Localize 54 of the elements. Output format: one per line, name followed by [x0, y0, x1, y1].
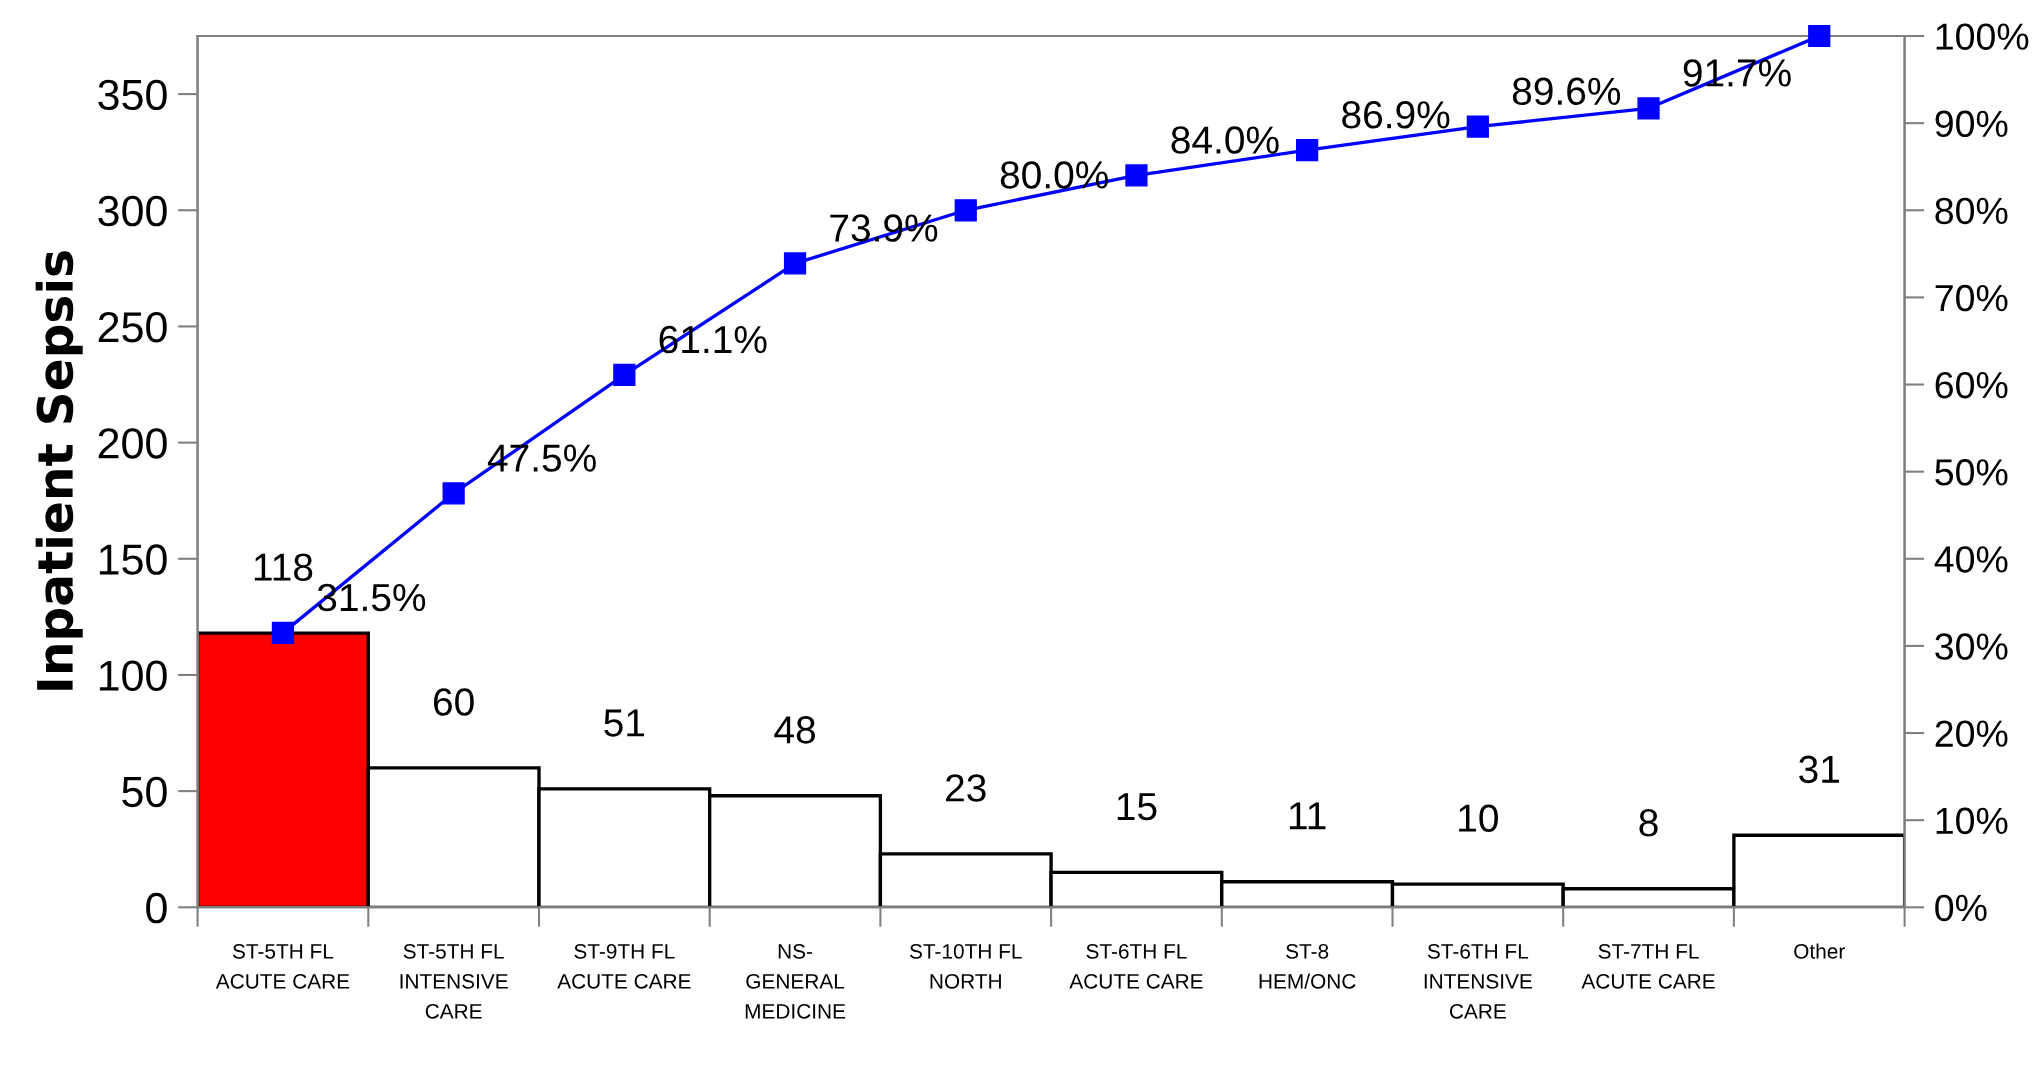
y2-tick-label: 60% [1935, 371, 2008, 399]
data-label: 118 [254, 553, 313, 581]
y-tick-label: 0 [146, 892, 167, 924]
data-label: 51 [604, 709, 645, 737]
x-tick-label: Other [1794, 943, 1845, 959]
y2-tick-label: 80% [1935, 197, 2008, 225]
y-tick-label: 350 [98, 79, 167, 111]
data-label: 31 [1799, 755, 1839, 784]
point [613, 363, 636, 387]
y-tick-label: 150 [99, 544, 167, 575]
y-tick-label: 300 [98, 195, 167, 227]
y2-tick-label: 100% [1936, 23, 2029, 50]
point [1466, 115, 1489, 138]
y2-tick-label: 40% [1934, 546, 2008, 573]
data-label: 10 [1459, 804, 1498, 832]
data-label: 80.0% [1000, 161, 1108, 189]
data-label: 60 [433, 688, 474, 716]
point [783, 252, 807, 275]
point [442, 482, 465, 505]
y-tick-label: 50 [122, 776, 167, 808]
x-tick-label: ST-6TH FL ACUTE CARE [1069, 943, 1203, 989]
y2-tick-label: 10% [1936, 807, 2008, 835]
data-label: 23 [946, 774, 986, 802]
data-label: 84.0% [1171, 126, 1279, 154]
x-tick-label: NS- GENERAL MEDICINE [745, 943, 846, 1019]
point [1637, 97, 1660, 120]
data-label: 48 [774, 716, 815, 744]
data-label: 11 [1289, 802, 1326, 830]
x-tick-label: ST-7TH FL ACUTE CARE [1581, 943, 1715, 989]
point [271, 621, 295, 644]
y-axis-title: Inpatient Sepsis [35, 251, 83, 690]
y2-tick-label: 50% [1935, 459, 2008, 486]
x-tick-label: ST-10TH FL NORTH [909, 943, 1022, 989]
y-tick-label: 250 [98, 311, 167, 343]
point [954, 199, 977, 222]
y2-tick-label: 70% [1935, 284, 2008, 312]
data-label: 8 [1639, 809, 1658, 837]
point [1125, 164, 1148, 187]
x-tick-label: ST-8 HEM/ONC [1259, 943, 1356, 989]
y-tick-label: 200 [98, 428, 167, 459]
data-label: 86.9% [1342, 101, 1450, 129]
x-tick-label: ST-9TH FL ACUTE CARE [557, 943, 691, 989]
y2-tick-label: 0% [1935, 894, 1987, 922]
y2-tick-label: 20% [1935, 720, 2008, 747]
y2-tick-label: 90% [1935, 110, 2008, 138]
point [1808, 24, 1831, 48]
point [1296, 139, 1319, 162]
data-label: 15 [1117, 793, 1157, 821]
x-tick-label: ST-6TH FL INTENSIVE CARE [1424, 943, 1532, 1019]
x-tick-label: ST-5TH FL ACUTE CARE [215, 943, 350, 989]
y-tick-label: 100 [99, 660, 167, 691]
y2-tick-label: 30% [1935, 633, 2008, 660]
data-label: 89.6% [1512, 77, 1621, 106]
x-tick-label: ST-5TH FL INTENSIVE CARE [400, 943, 508, 1019]
